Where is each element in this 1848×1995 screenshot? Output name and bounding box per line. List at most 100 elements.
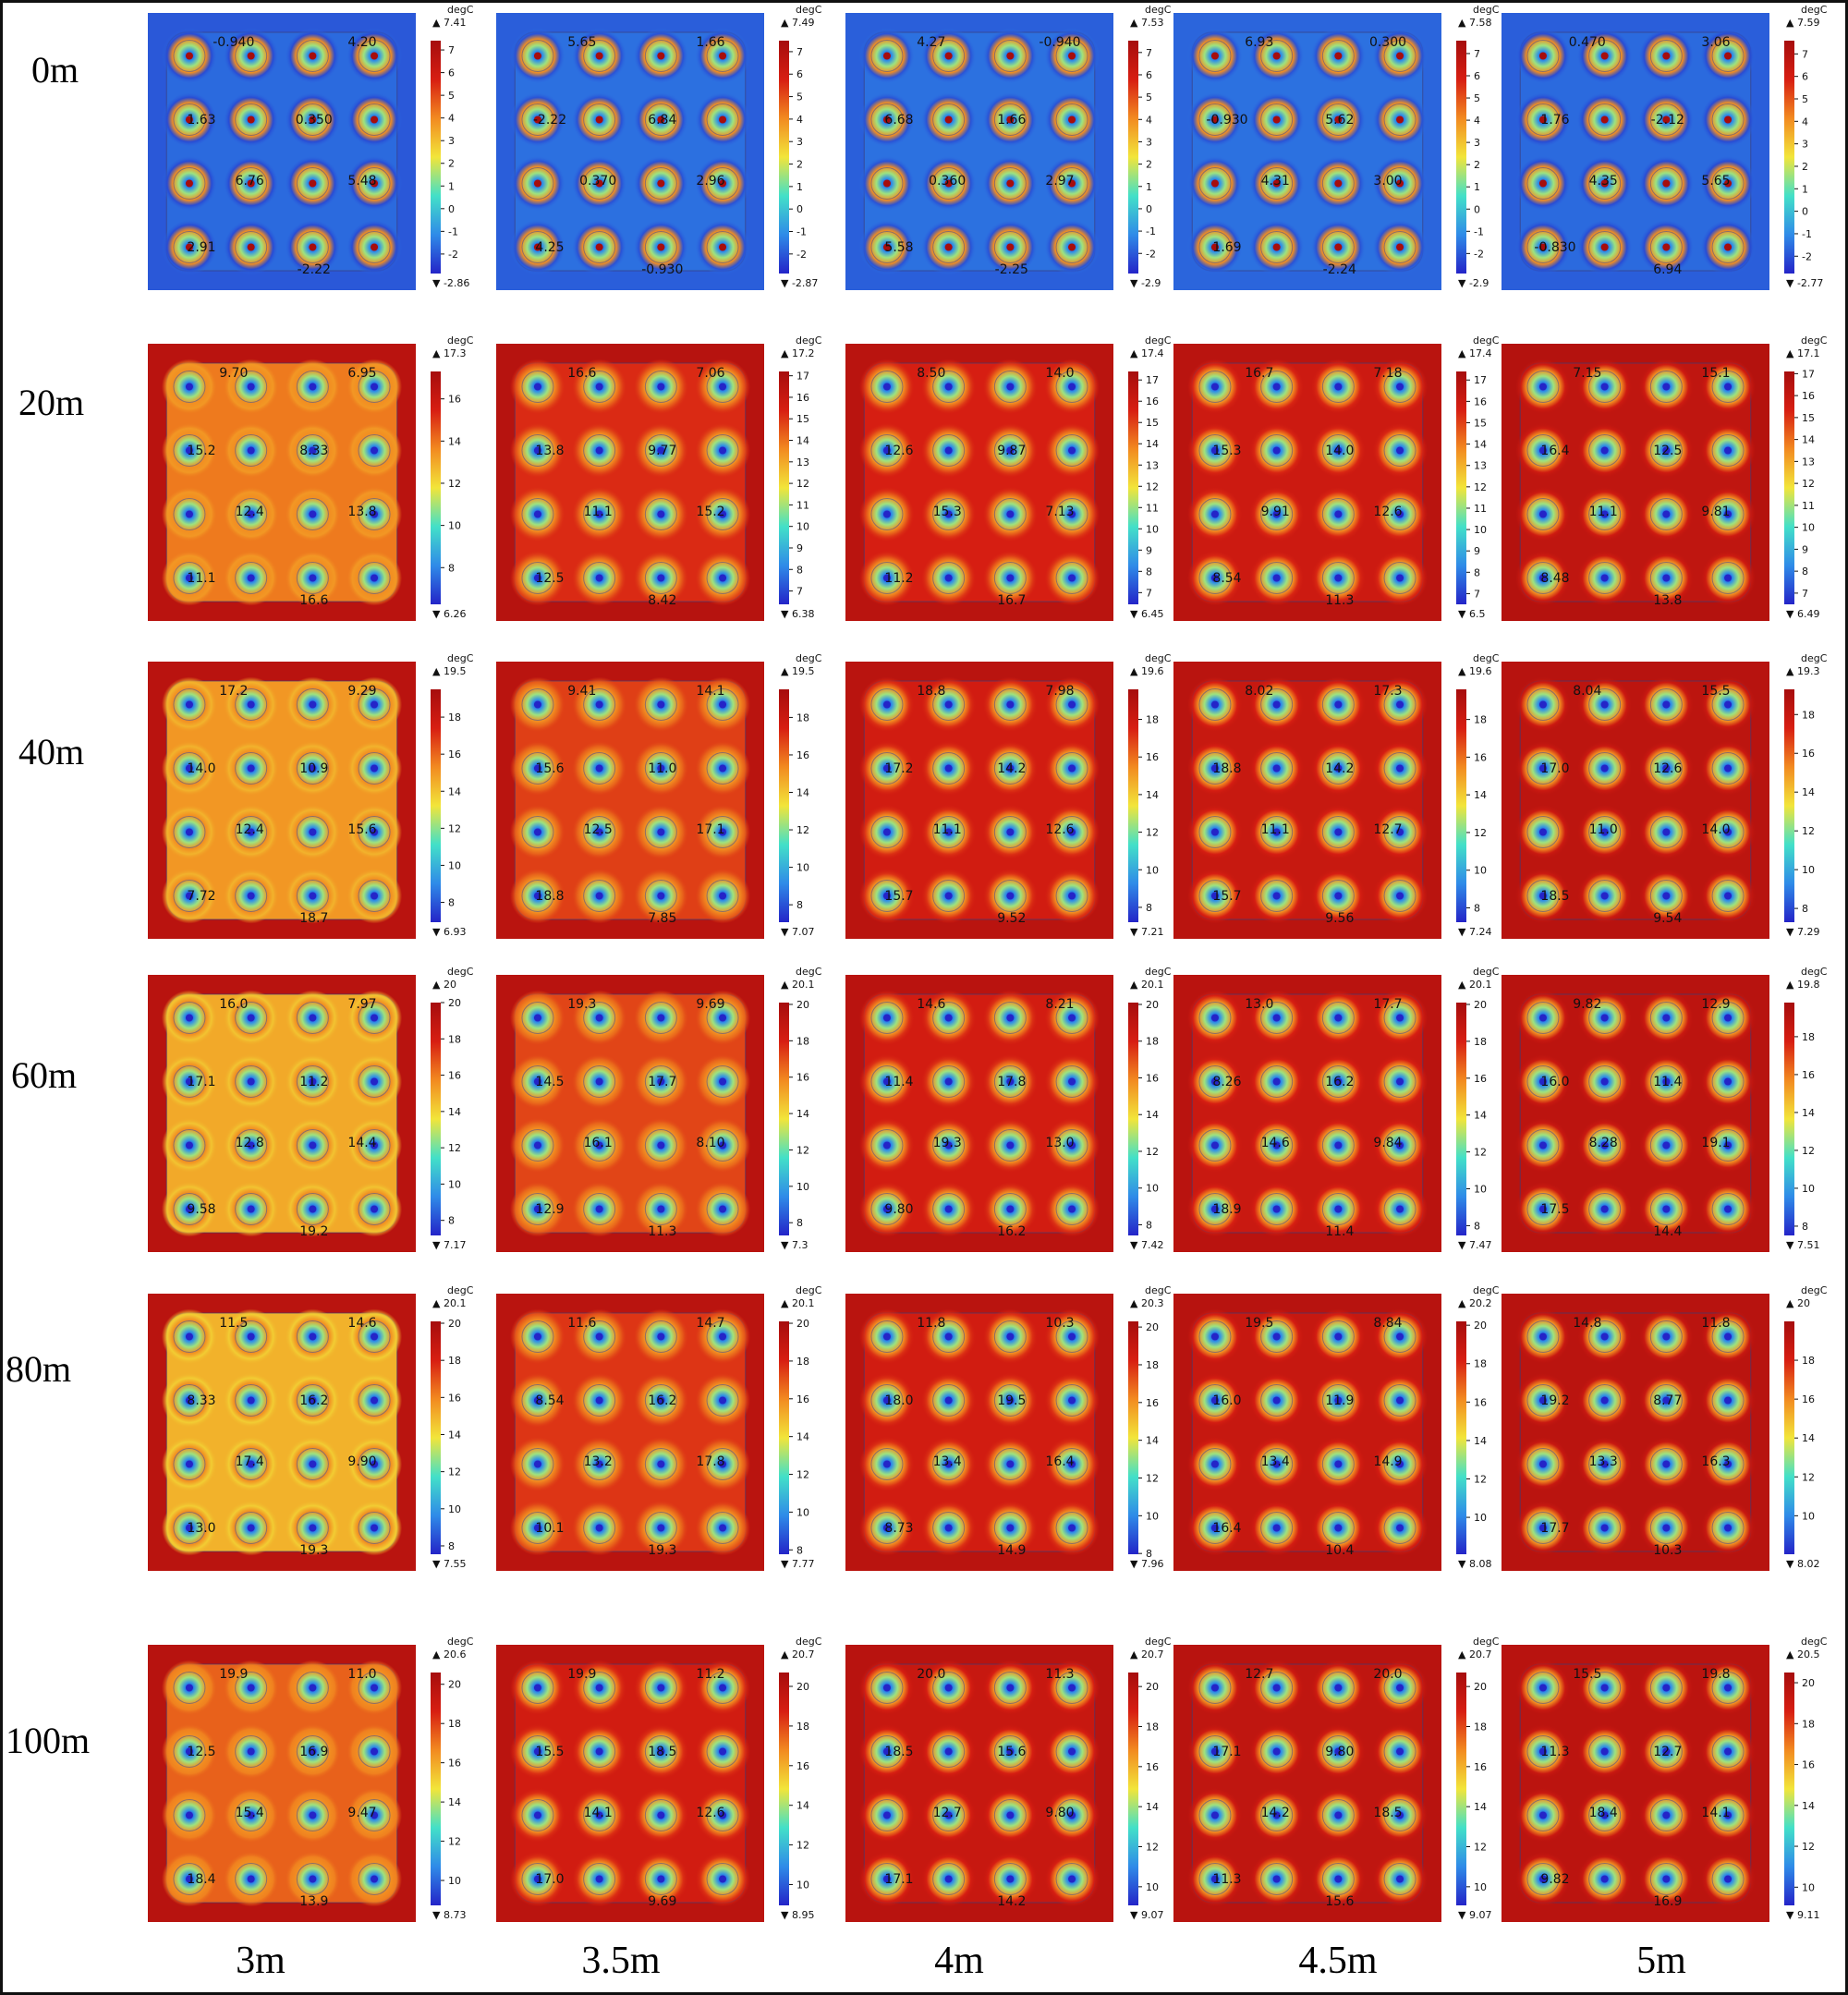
well-core bbox=[1396, 1811, 1404, 1819]
well-contour bbox=[173, 434, 206, 467]
well-contour bbox=[706, 498, 739, 530]
contour-label: 1.66 bbox=[997, 113, 1026, 128]
colorbar-unit: degC bbox=[447, 1636, 474, 1648]
well-contour bbox=[706, 231, 739, 263]
well-contour bbox=[235, 1384, 268, 1417]
well-core bbox=[657, 383, 665, 391]
well-core bbox=[882, 700, 891, 709]
well-core bbox=[719, 510, 727, 518]
well-core bbox=[1600, 828, 1609, 836]
well-core bbox=[1396, 1205, 1404, 1213]
colorbar-tick-label: 1 bbox=[796, 181, 803, 193]
well-core bbox=[1210, 383, 1219, 391]
well-core bbox=[595, 1524, 603, 1532]
colorbar-min: ▼ 6.38 bbox=[781, 608, 814, 620]
well-core bbox=[1334, 892, 1343, 900]
contour-label: 16.4 bbox=[1212, 1521, 1241, 1536]
heatmap-panel-0m-4m: 4.27 -0.940 6.68 1.66 0.360 2.97 5.58 -2.25 7 6 5 4… bbox=[845, 4, 1252, 327]
heatmap-panel-80m-5m: 14.8 11.8 19.2 8.77 13.3 16.3 17.7 10.3 18 16 14 12… bbox=[1502, 1284, 1848, 1608]
well-contour bbox=[583, 371, 616, 403]
well-core bbox=[657, 892, 665, 900]
well-core bbox=[185, 446, 193, 455]
well-core bbox=[533, 1875, 541, 1883]
well-contour bbox=[358, 434, 391, 467]
well-core bbox=[1272, 1396, 1281, 1405]
colorbar bbox=[1784, 371, 1794, 604]
colorbar-tick-label: 20 bbox=[1146, 999, 1159, 1011]
contour-label: 8.33 bbox=[299, 444, 328, 458]
contour-label: -0.940 bbox=[213, 35, 254, 50]
well-contour bbox=[1526, 434, 1560, 467]
well-contour bbox=[1055, 1129, 1088, 1162]
contour-label: 9.56 bbox=[1325, 911, 1354, 926]
well-contour bbox=[1321, 688, 1355, 721]
well-core bbox=[882, 1332, 891, 1341]
well-core bbox=[1068, 116, 1076, 124]
well-core bbox=[1600, 510, 1609, 518]
well-core bbox=[533, 1460, 541, 1468]
well-contour bbox=[1383, 103, 1416, 136]
contour-label: 9.58 bbox=[187, 1202, 215, 1217]
contour-label: 11.4 bbox=[884, 1075, 913, 1089]
well-contour bbox=[1260, 1002, 1294, 1034]
well-contour bbox=[1588, 167, 1622, 200]
well-core bbox=[533, 1396, 541, 1405]
well-contour bbox=[583, 167, 616, 200]
well-contour bbox=[296, 1448, 329, 1480]
well-contour bbox=[993, 1384, 1027, 1417]
well-contour bbox=[358, 1863, 391, 1895]
colorbar-max: ▲ 7.58 bbox=[1458, 17, 1491, 29]
well-contour bbox=[1055, 816, 1088, 848]
well-contour bbox=[993, 434, 1027, 467]
well-core bbox=[1006, 1875, 1015, 1883]
well-core bbox=[882, 1875, 891, 1883]
well-contour bbox=[644, 1512, 677, 1544]
contour-label: 14.6 bbox=[1261, 1136, 1290, 1150]
well-contour bbox=[1055, 371, 1088, 403]
inner-plateau bbox=[1191, 993, 1424, 1234]
row-label-0m: 0m bbox=[31, 49, 79, 91]
colorbar-max: ▲ 20.1 bbox=[781, 979, 814, 991]
colorbar bbox=[1784, 1321, 1794, 1554]
colorbar-tick-label: 12 bbox=[1146, 827, 1159, 839]
well-contour bbox=[1055, 1384, 1088, 1417]
well-contour bbox=[1711, 1065, 1745, 1098]
well-contour bbox=[1260, 752, 1294, 785]
well-contour bbox=[932, 1863, 966, 1895]
well-contour bbox=[706, 371, 739, 403]
well-contour bbox=[296, 1002, 329, 1034]
colorbar-tick-label: 2 bbox=[448, 158, 455, 170]
well-core bbox=[309, 243, 317, 251]
contour-label: 9.52 bbox=[997, 911, 1026, 926]
well-core bbox=[944, 764, 953, 772]
contour-label: -2.22 bbox=[298, 262, 331, 277]
well-core bbox=[1210, 1141, 1219, 1150]
contour-label: 15.6 bbox=[535, 761, 564, 776]
heatmap-panel-40m-4.5m: 8.02 17.3 18.8 14.2 11.1 12.7 15.7 9.56 18 16 14 12… bbox=[1173, 652, 1580, 976]
contour-label: 19.2 bbox=[299, 1224, 328, 1239]
well-contour bbox=[993, 1320, 1027, 1353]
well-contour bbox=[1711, 167, 1745, 200]
colorbar-tick-label: 12 bbox=[1802, 1841, 1815, 1853]
well-core bbox=[1724, 243, 1732, 251]
well-contour bbox=[1321, 498, 1355, 530]
colorbar-min: ▼ -2.87 bbox=[781, 277, 818, 289]
well-contour bbox=[358, 167, 391, 200]
contour-label: 4.20 bbox=[347, 35, 376, 50]
contour-label: 0.360 bbox=[929, 174, 966, 189]
well-contour bbox=[1198, 688, 1232, 721]
contour-label: 14.9 bbox=[997, 1543, 1026, 1558]
well-contour bbox=[993, 1735, 1027, 1768]
colorbar-tick-label: 15 bbox=[1802, 412, 1815, 424]
colorbar-min: ▼ 7.3 bbox=[781, 1239, 808, 1251]
contour-label: 14.9 bbox=[1373, 1454, 1402, 1469]
well-core bbox=[247, 1460, 255, 1468]
well-core bbox=[944, 243, 953, 251]
colorbar-tick-label: 9 bbox=[796, 542, 803, 554]
colorbar-min: ▼ 7.47 bbox=[1458, 1239, 1491, 1251]
colorbar-max: ▲ 7.53 bbox=[1130, 17, 1163, 29]
well-contour bbox=[706, 1799, 739, 1831]
colorbar-tick-label: 8 bbox=[1146, 1548, 1152, 1560]
